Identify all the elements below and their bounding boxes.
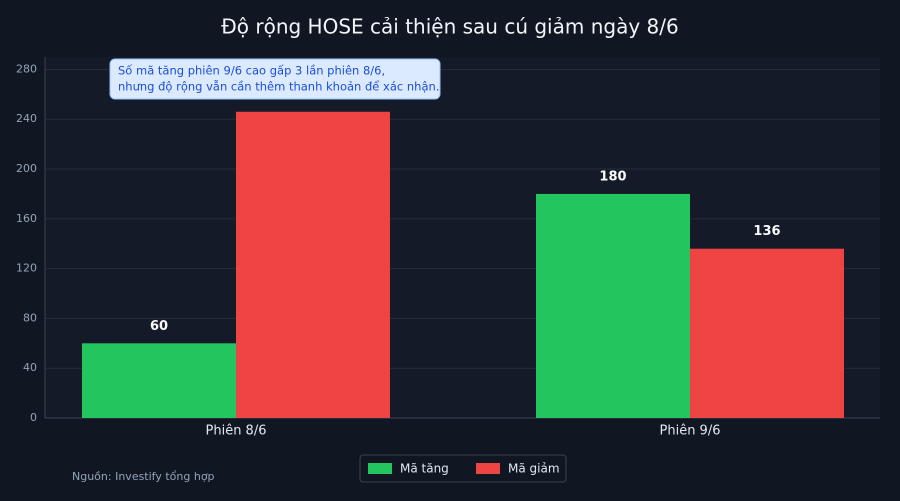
y-tick-label: 160: [16, 212, 37, 225]
bar: [82, 343, 236, 418]
y-tick-label: 240: [16, 112, 37, 125]
x-tick-label: Phiên 9/6: [660, 424, 721, 439]
bar: [236, 111, 390, 419]
data-label: 136: [753, 224, 780, 239]
data-label: 180: [599, 169, 626, 184]
annotation-text: Số mã tăng phiên 9/6 cao gấp 3 lần phiên…: [118, 64, 385, 78]
y-tick-label: 280: [16, 62, 37, 75]
legend-label: Mã giảm: [508, 462, 560, 476]
legend-box: [359, 454, 567, 483]
legend-swatch: [368, 463, 392, 474]
y-tick-label: 40: [23, 361, 37, 374]
annotation: Số mã tăng phiên 9/6 cao gấp 3 lần phiên…: [109, 58, 441, 100]
legend-swatch: [476, 463, 500, 474]
chart-title: Độ rộng HOSE cải thiện sau cú giảm ngày …: [221, 15, 678, 39]
annotation-text: nhưng độ rộng vẫn cần thêm thanh khoản đ…: [118, 80, 439, 94]
source-note: Nguồn: Investify tổng hợp: [72, 470, 215, 483]
y-tick-label: 0: [30, 411, 37, 424]
x-tick-label: Phiên 8/6: [206, 424, 267, 439]
y-tick-label: 120: [16, 262, 37, 275]
legend-label: Mã tăng: [400, 462, 449, 476]
data-label: 60: [150, 319, 168, 334]
bar: [536, 193, 690, 418]
y-tick-label: 200: [16, 162, 37, 175]
annotation-box: [109, 58, 441, 100]
y-tick-label: 80: [23, 311, 37, 324]
bar: [690, 248, 844, 418]
